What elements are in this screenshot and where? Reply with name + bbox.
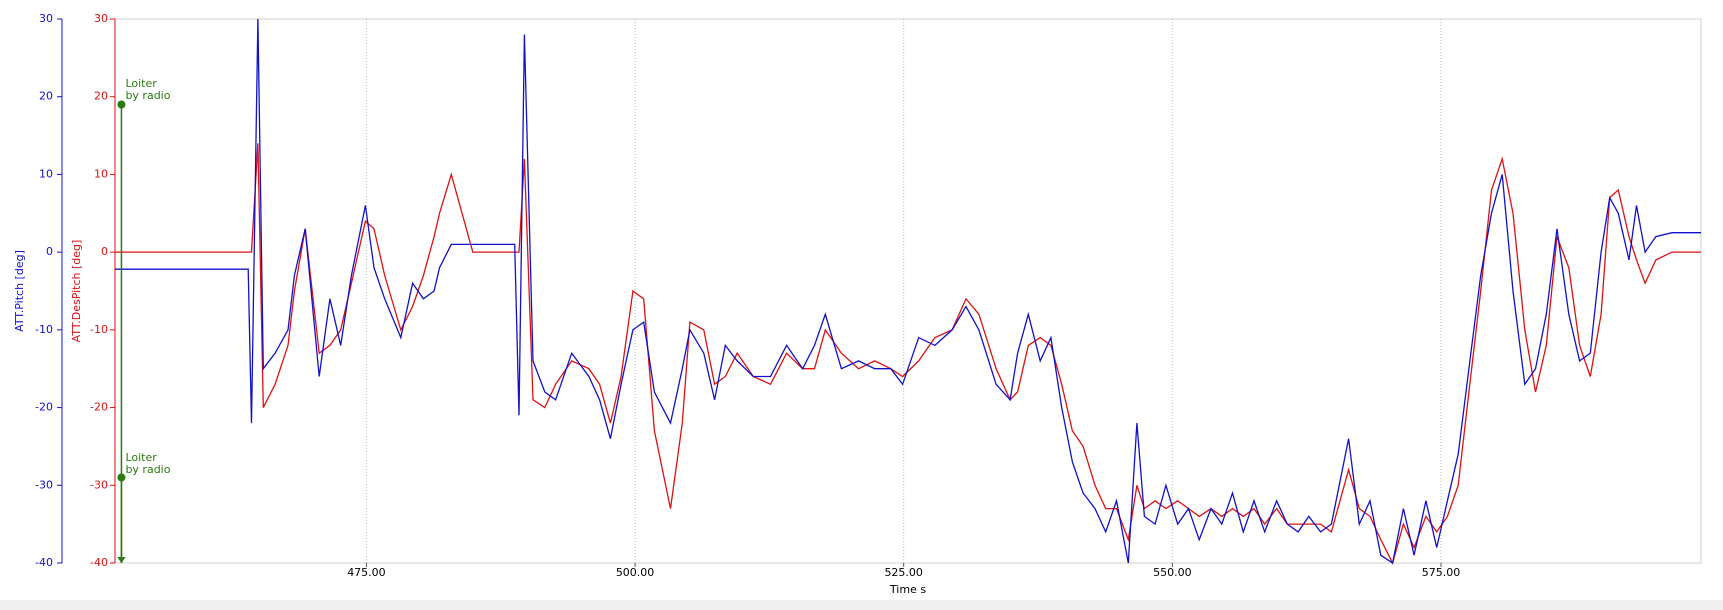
footer-strip [0,600,1723,610]
y-tick-label: -10 [35,323,53,336]
annotation-marker [117,473,126,482]
y-tick-label: 10 [39,167,53,180]
annotation-text: Loiter by radio [125,451,171,476]
y-tick-label: 20 [39,90,53,103]
y-tick-label: -30 [35,478,53,491]
x-tick-label: 500.00 [616,566,655,579]
y2-axis-title: ATT.DesPitch [deg] [70,240,83,343]
y2-tick-label: -20 [90,401,108,414]
annotation-box: Loiter by radio [125,451,171,476]
series-line [115,143,1701,565]
y-tick-label: 30 [39,12,53,25]
y-tick-label: -20 [35,401,53,414]
x-axis-title: Time s [889,583,926,596]
series-line [115,18,1701,565]
annotation-text: Loiter by radio [125,78,171,103]
y2-tick-label: 20 [94,90,108,103]
y-axis-title: ATT.Pitch [deg] [13,250,26,332]
y2-tick-label: 0 [101,245,108,258]
annotation-box: Loiter by radio [125,78,171,103]
y2-tick-label: -30 [90,478,108,491]
annotation-marker [117,100,126,109]
annotation-foot [117,557,126,563]
x-tick-label: 575.00 [1422,566,1461,579]
y2-tick-label: 10 [94,167,108,180]
y-tick-label: 0 [46,245,53,258]
x-tick-label: 475.00 [347,566,386,579]
y2-tick-label: 30 [94,12,108,25]
y-tick-label: -40 [35,556,53,569]
y2-tick-label: -40 [90,556,108,569]
x-tick-label: 525.00 [884,566,923,579]
x-tick-label: 550.00 [1153,566,1192,579]
y2-tick-label: -10 [90,323,108,336]
